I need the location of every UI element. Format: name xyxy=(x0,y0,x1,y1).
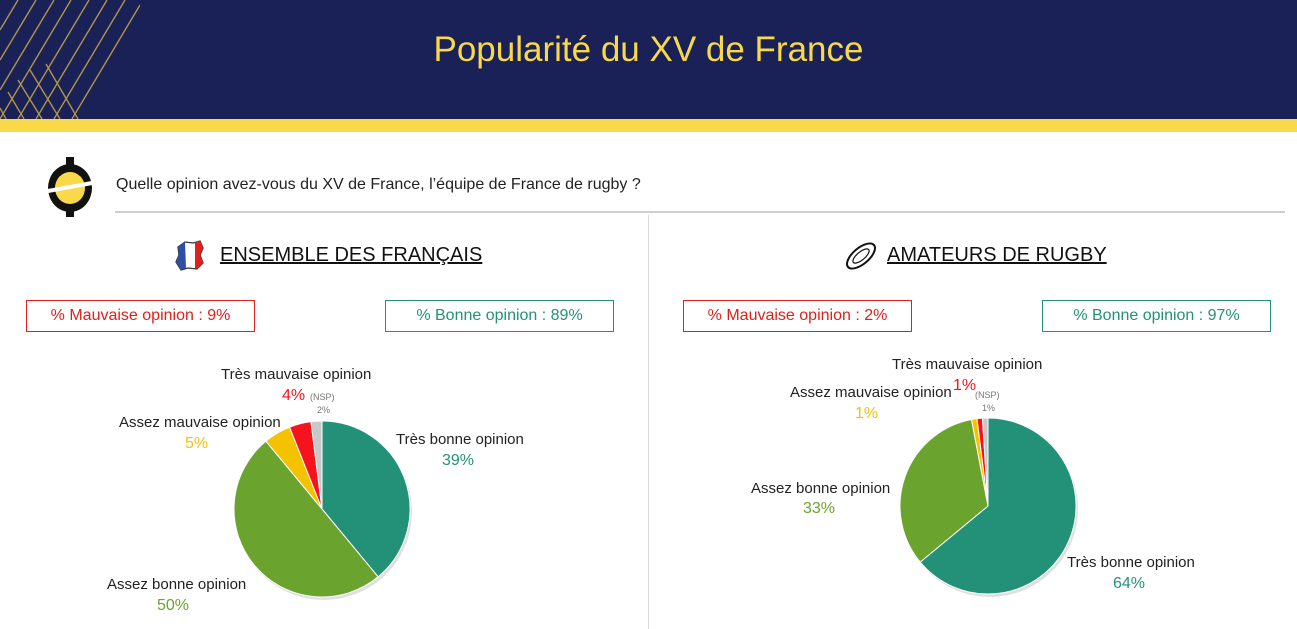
good-opinion-box-amateurs: % Bonne opinion : 97% xyxy=(1042,300,1271,332)
pie-chart-amateurs xyxy=(899,417,1078,597)
pct-assez-mauvaise-ensemble: 5% xyxy=(185,435,209,452)
header-stripe xyxy=(0,119,1297,132)
pct-tres-mauvaise-ensemble: 4% xyxy=(282,387,306,404)
label-tres-bonne-amateurs: Très bonne opinion xyxy=(1067,554,1195,571)
bad-opinion-box-amateurs: % Mauvaise opinion : 2% xyxy=(683,300,912,332)
survey-question: Quelle opinion avez-vous du XV de France… xyxy=(116,176,641,193)
pct-tres-bonne-ensemble: 39% xyxy=(442,452,475,469)
pct-assez-bonne-amateurs: 33% xyxy=(803,500,836,517)
pie-slice-nsp xyxy=(310,420,323,510)
pie-slice-nsp xyxy=(981,417,989,507)
pct-tres-bonne-amateurs: 64% xyxy=(1113,575,1146,592)
question-underline xyxy=(115,211,1285,213)
panel-title-amateurs: AMATEURS DE RUGBY xyxy=(887,244,1107,266)
pct-assez-bonne-ensemble: 50% xyxy=(157,597,190,614)
panel-divider xyxy=(648,215,649,629)
label-assez-mauvaise-ensemble: Assez mauvaise opinion xyxy=(119,414,281,431)
header-banner: Popularité du XV de France xyxy=(0,0,1297,119)
pie-slice-assez-bonne xyxy=(899,418,989,563)
label-assez-mauvaise-amateurs: Assez mauvaise opinion xyxy=(790,384,952,401)
label-tres-mauvaise-ensemble: Très mauvaise opinion xyxy=(221,366,372,383)
label-tres-bonne-ensemble: Très bonne opinion xyxy=(396,431,524,448)
panel-title-ensemble: ENSEMBLE DES FRANÇAIS xyxy=(220,244,483,266)
chevron-pattern-decoration xyxy=(0,0,140,119)
pct-nsp-ensemble: 2% xyxy=(317,405,331,415)
label-nsp-amateurs: (NSP) xyxy=(975,390,1000,400)
rugby-ball-icon xyxy=(845,242,877,270)
label-assez-bonne-ensemble: Assez bonne opinion xyxy=(107,576,247,593)
pie-slice-tres-bonne xyxy=(321,420,411,578)
brand-logo-icon xyxy=(47,157,93,217)
france-map-icon xyxy=(175,240,204,271)
good-opinion-box-ensemble: % Bonne opinion : 89% xyxy=(385,300,614,332)
pie-chart-ensemble xyxy=(233,420,412,600)
label-assez-bonne-amateurs: Assez bonne opinion xyxy=(751,480,891,497)
pct-tres-mauvaise-amateurs: 1% xyxy=(953,377,977,394)
label-tres-mauvaise-amateurs: Très mauvaise opinion xyxy=(892,356,1043,373)
page-title: Popularité du XV de France xyxy=(433,30,864,69)
label-nsp-ensemble: (NSP) xyxy=(310,392,335,402)
pct-nsp-amateurs: 1% xyxy=(982,403,996,413)
bad-opinion-box-ensemble: % Mauvaise opinion : 9% xyxy=(26,300,255,332)
pie-slice-assez-bonne xyxy=(233,440,379,598)
pct-assez-mauvaise-amateurs: 1% xyxy=(855,405,879,422)
pie-slice-tres-bonne xyxy=(919,417,1077,595)
